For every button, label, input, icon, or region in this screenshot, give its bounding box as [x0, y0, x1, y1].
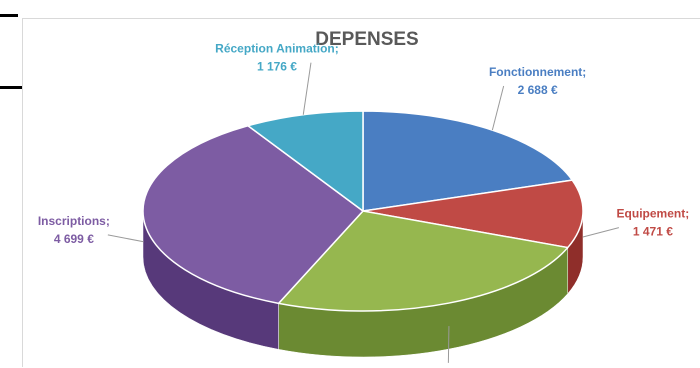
value-label-inscriptions: 4 699 €	[54, 232, 94, 246]
category-label-r-ception-animation: Réception Animation;	[215, 42, 339, 56]
leader-line-achats	[447, 326, 450, 363]
category-label-fonctionnement: Fonctionnement;	[489, 65, 586, 79]
leader-line-inscriptions	[107, 234, 144, 243]
leader-line-r-ception-animation	[302, 62, 312, 115]
value-label-equipement: 1 471 €	[633, 225, 673, 239]
edge-bar-mid	[0, 86, 22, 89]
pie-slice-achats	[277, 210, 569, 312]
value-label-r-ception-animation: 1 176 €	[257, 60, 297, 74]
pie-slice-equipement	[362, 179, 584, 249]
chart-title: DEPENSES	[315, 29, 418, 50]
category-label-inscriptions: Inscriptions;	[38, 214, 110, 228]
pie-slice-inscriptions	[142, 124, 364, 305]
pie-slice-fonctionnement	[362, 110, 574, 212]
data-labels: Fonctionnement; 2 688 € Equipement; 1 471 €…	[38, 42, 689, 246]
edge-bar-top	[0, 14, 18, 17]
pie-tops	[142, 110, 584, 312]
chart-panel: DEPENSES Fonctionnement; 2 688 € Equipemen…	[22, 18, 700, 367]
pie-slice-r-ception-animation	[247, 110, 364, 212]
value-label-fonctionnement: 2 688 €	[518, 83, 558, 97]
leader-line-fonctionnement	[491, 85, 505, 131]
leader-line-equipement	[582, 227, 619, 238]
pie-chart: DEPENSES Fonctionnement; 2 688 € Equipemen…	[38, 29, 689, 363]
category-label-equipement: Equipement;	[617, 207, 690, 221]
leader-lines	[107, 62, 619, 363]
